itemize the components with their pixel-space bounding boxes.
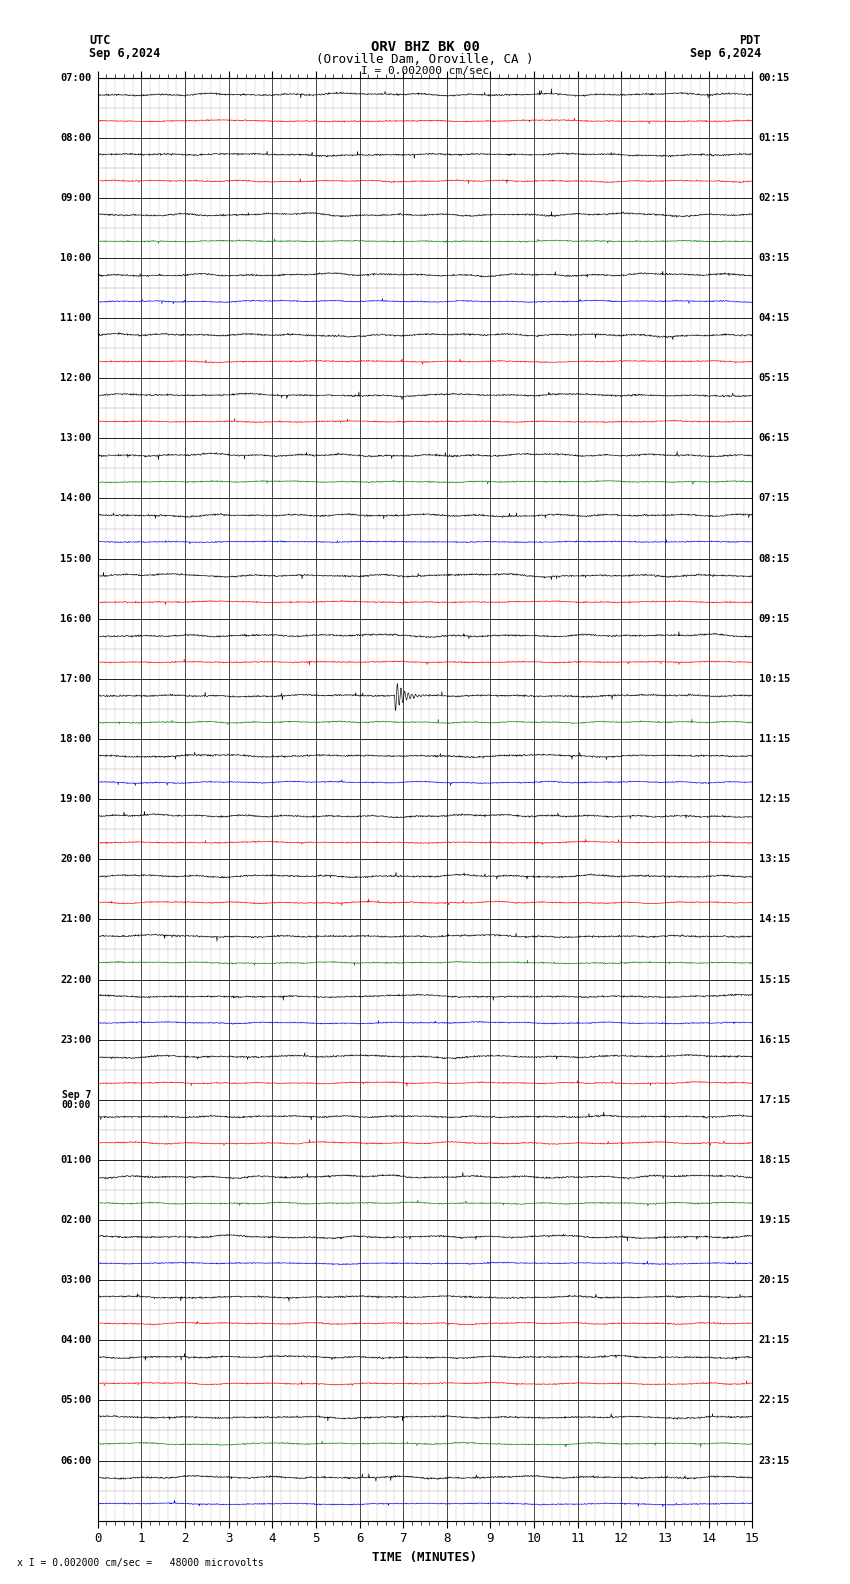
Text: 08:00: 08:00 — [60, 133, 91, 143]
Text: 18:00: 18:00 — [60, 733, 91, 744]
Text: 15:15: 15:15 — [759, 974, 790, 985]
Text: 23:15: 23:15 — [759, 1456, 790, 1465]
Text: 11:15: 11:15 — [759, 733, 790, 744]
Text: 19:00: 19:00 — [60, 794, 91, 805]
Text: 00:00: 00:00 — [62, 1099, 91, 1110]
Text: 04:15: 04:15 — [759, 314, 790, 323]
Text: 10:15: 10:15 — [759, 673, 790, 684]
Text: 21:15: 21:15 — [759, 1335, 790, 1345]
Text: 20:00: 20:00 — [60, 854, 91, 865]
Text: 09:00: 09:00 — [60, 193, 91, 203]
Text: 08:15: 08:15 — [759, 554, 790, 564]
Text: 07:00: 07:00 — [60, 73, 91, 82]
Text: 17:15: 17:15 — [759, 1095, 790, 1104]
Text: 21:00: 21:00 — [60, 914, 91, 925]
Text: 01:15: 01:15 — [759, 133, 790, 143]
Text: 13:00: 13:00 — [60, 434, 91, 444]
Text: 03:15: 03:15 — [759, 253, 790, 263]
X-axis label: TIME (MINUTES): TIME (MINUTES) — [372, 1551, 478, 1563]
Text: Sep 6,2024: Sep 6,2024 — [689, 46, 761, 60]
Text: 22:00: 22:00 — [60, 974, 91, 985]
Text: UTC: UTC — [89, 33, 110, 48]
Text: Sep 6,2024: Sep 6,2024 — [89, 46, 161, 60]
Text: 12:00: 12:00 — [60, 374, 91, 383]
Text: 11:00: 11:00 — [60, 314, 91, 323]
Text: 03:00: 03:00 — [60, 1275, 91, 1285]
Text: 16:00: 16:00 — [60, 613, 91, 624]
Text: (Oroville Dam, Oroville, CA ): (Oroville Dam, Oroville, CA ) — [316, 52, 534, 67]
Text: 14:15: 14:15 — [759, 914, 790, 925]
Text: 06:15: 06:15 — [759, 434, 790, 444]
Text: 05:00: 05:00 — [60, 1396, 91, 1405]
Text: 20:15: 20:15 — [759, 1275, 790, 1285]
Text: 02:15: 02:15 — [759, 193, 790, 203]
Text: 00:15: 00:15 — [759, 73, 790, 82]
Text: PDT: PDT — [740, 33, 761, 48]
Text: 22:15: 22:15 — [759, 1396, 790, 1405]
Text: 04:00: 04:00 — [60, 1335, 91, 1345]
Text: 09:15: 09:15 — [759, 613, 790, 624]
Text: I = 0.002000 cm/sec: I = 0.002000 cm/sec — [361, 65, 489, 76]
Text: 10:00: 10:00 — [60, 253, 91, 263]
Text: 15:00: 15:00 — [60, 554, 91, 564]
Text: 19:15: 19:15 — [759, 1215, 790, 1224]
Text: 02:00: 02:00 — [60, 1215, 91, 1224]
Text: Sep 7: Sep 7 — [62, 1090, 91, 1099]
Text: x I = 0.002000 cm/sec =   48000 microvolts: x I = 0.002000 cm/sec = 48000 microvolts — [17, 1559, 264, 1568]
Text: 01:00: 01:00 — [60, 1155, 91, 1164]
Text: 07:15: 07:15 — [759, 494, 790, 504]
Text: 05:15: 05:15 — [759, 374, 790, 383]
Text: 12:15: 12:15 — [759, 794, 790, 805]
Text: 18:15: 18:15 — [759, 1155, 790, 1164]
Text: ORV BHZ BK 00: ORV BHZ BK 00 — [371, 40, 479, 54]
Text: 13:15: 13:15 — [759, 854, 790, 865]
Text: 23:00: 23:00 — [60, 1034, 91, 1044]
Text: 16:15: 16:15 — [759, 1034, 790, 1044]
Text: 17:00: 17:00 — [60, 673, 91, 684]
Text: 06:00: 06:00 — [60, 1456, 91, 1465]
Text: 14:00: 14:00 — [60, 494, 91, 504]
